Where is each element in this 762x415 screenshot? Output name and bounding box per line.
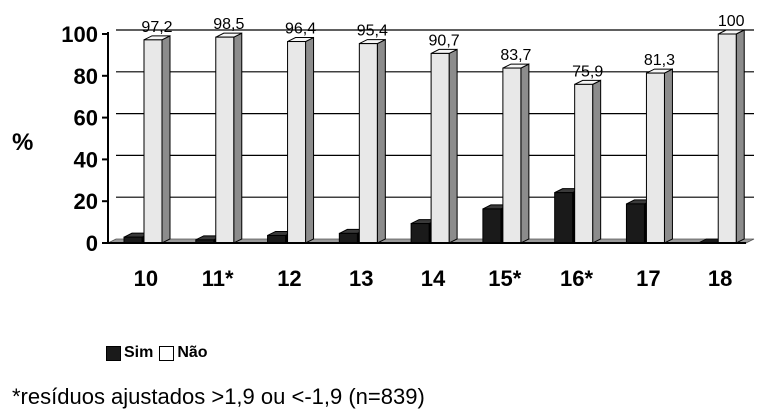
bar-nao xyxy=(502,63,530,244)
bar-nao xyxy=(717,29,745,244)
data-label: 83,7 xyxy=(500,47,531,64)
legend-swatch-sim xyxy=(106,345,121,361)
x-tick-label: 18 xyxy=(708,266,732,291)
footnote: *resíduos ajustados >1,9 ou <-1,9 (n=839… xyxy=(12,384,425,409)
x-tick-label: 17 xyxy=(636,266,660,291)
y-tick-label: 100 xyxy=(61,22,98,47)
data-label: 96,4 xyxy=(285,21,316,38)
data-label: 95,4 xyxy=(357,23,388,40)
bar-nao xyxy=(143,35,171,244)
data-label: 81,3 xyxy=(644,52,675,69)
data-label: 100 xyxy=(718,13,745,30)
y-tick-label: 40 xyxy=(74,147,98,172)
legend-label-sim: Sim xyxy=(124,344,154,361)
bar-nao xyxy=(215,32,243,244)
data-label: 75,9 xyxy=(572,63,603,80)
x-tick-label: 13 xyxy=(349,266,373,291)
data-label: 97,2 xyxy=(141,19,172,36)
legend-entry-sim: Sim xyxy=(106,344,153,362)
x-tick-label: 15* xyxy=(488,266,521,291)
bar-nao xyxy=(645,68,673,244)
y-tick-labels: 0 20 40 60 80 100 xyxy=(61,22,98,256)
bar-nao xyxy=(574,79,602,244)
bar-nao xyxy=(287,36,315,244)
y-tick-label: 0 xyxy=(86,231,98,256)
legend: Sim Não xyxy=(106,344,214,362)
bars xyxy=(123,29,745,244)
data-label: 98,5 xyxy=(213,16,244,33)
data-labels: 97,2 98,5 96,4 95,4 90,7 83,7 75,9 81,3 100 xyxy=(141,13,744,80)
y-axis-label: % xyxy=(12,129,33,156)
bar-nao xyxy=(430,48,458,244)
y-tick-label: 80 xyxy=(74,64,98,89)
x-tick-label: 10 xyxy=(134,266,158,291)
y-tick-label: 60 xyxy=(74,106,98,131)
legend-swatch-nao xyxy=(159,345,175,361)
x-tick-label: 12 xyxy=(277,266,301,291)
axes xyxy=(102,32,746,244)
y-tick-label: 20 xyxy=(74,189,98,214)
legend-label-nao: Não xyxy=(177,344,208,361)
x-tick-label: 11* xyxy=(202,266,234,291)
x-tick-label: 14 xyxy=(421,266,446,291)
x-tick-labels: 10 11* 12 13 14 15* 16* 17 18 xyxy=(134,266,733,291)
data-label: 90,7 xyxy=(429,32,460,49)
x-tick-label: 16* xyxy=(560,266,593,291)
bar-nao xyxy=(358,38,386,244)
legend-entry-nao: Não xyxy=(159,344,208,362)
